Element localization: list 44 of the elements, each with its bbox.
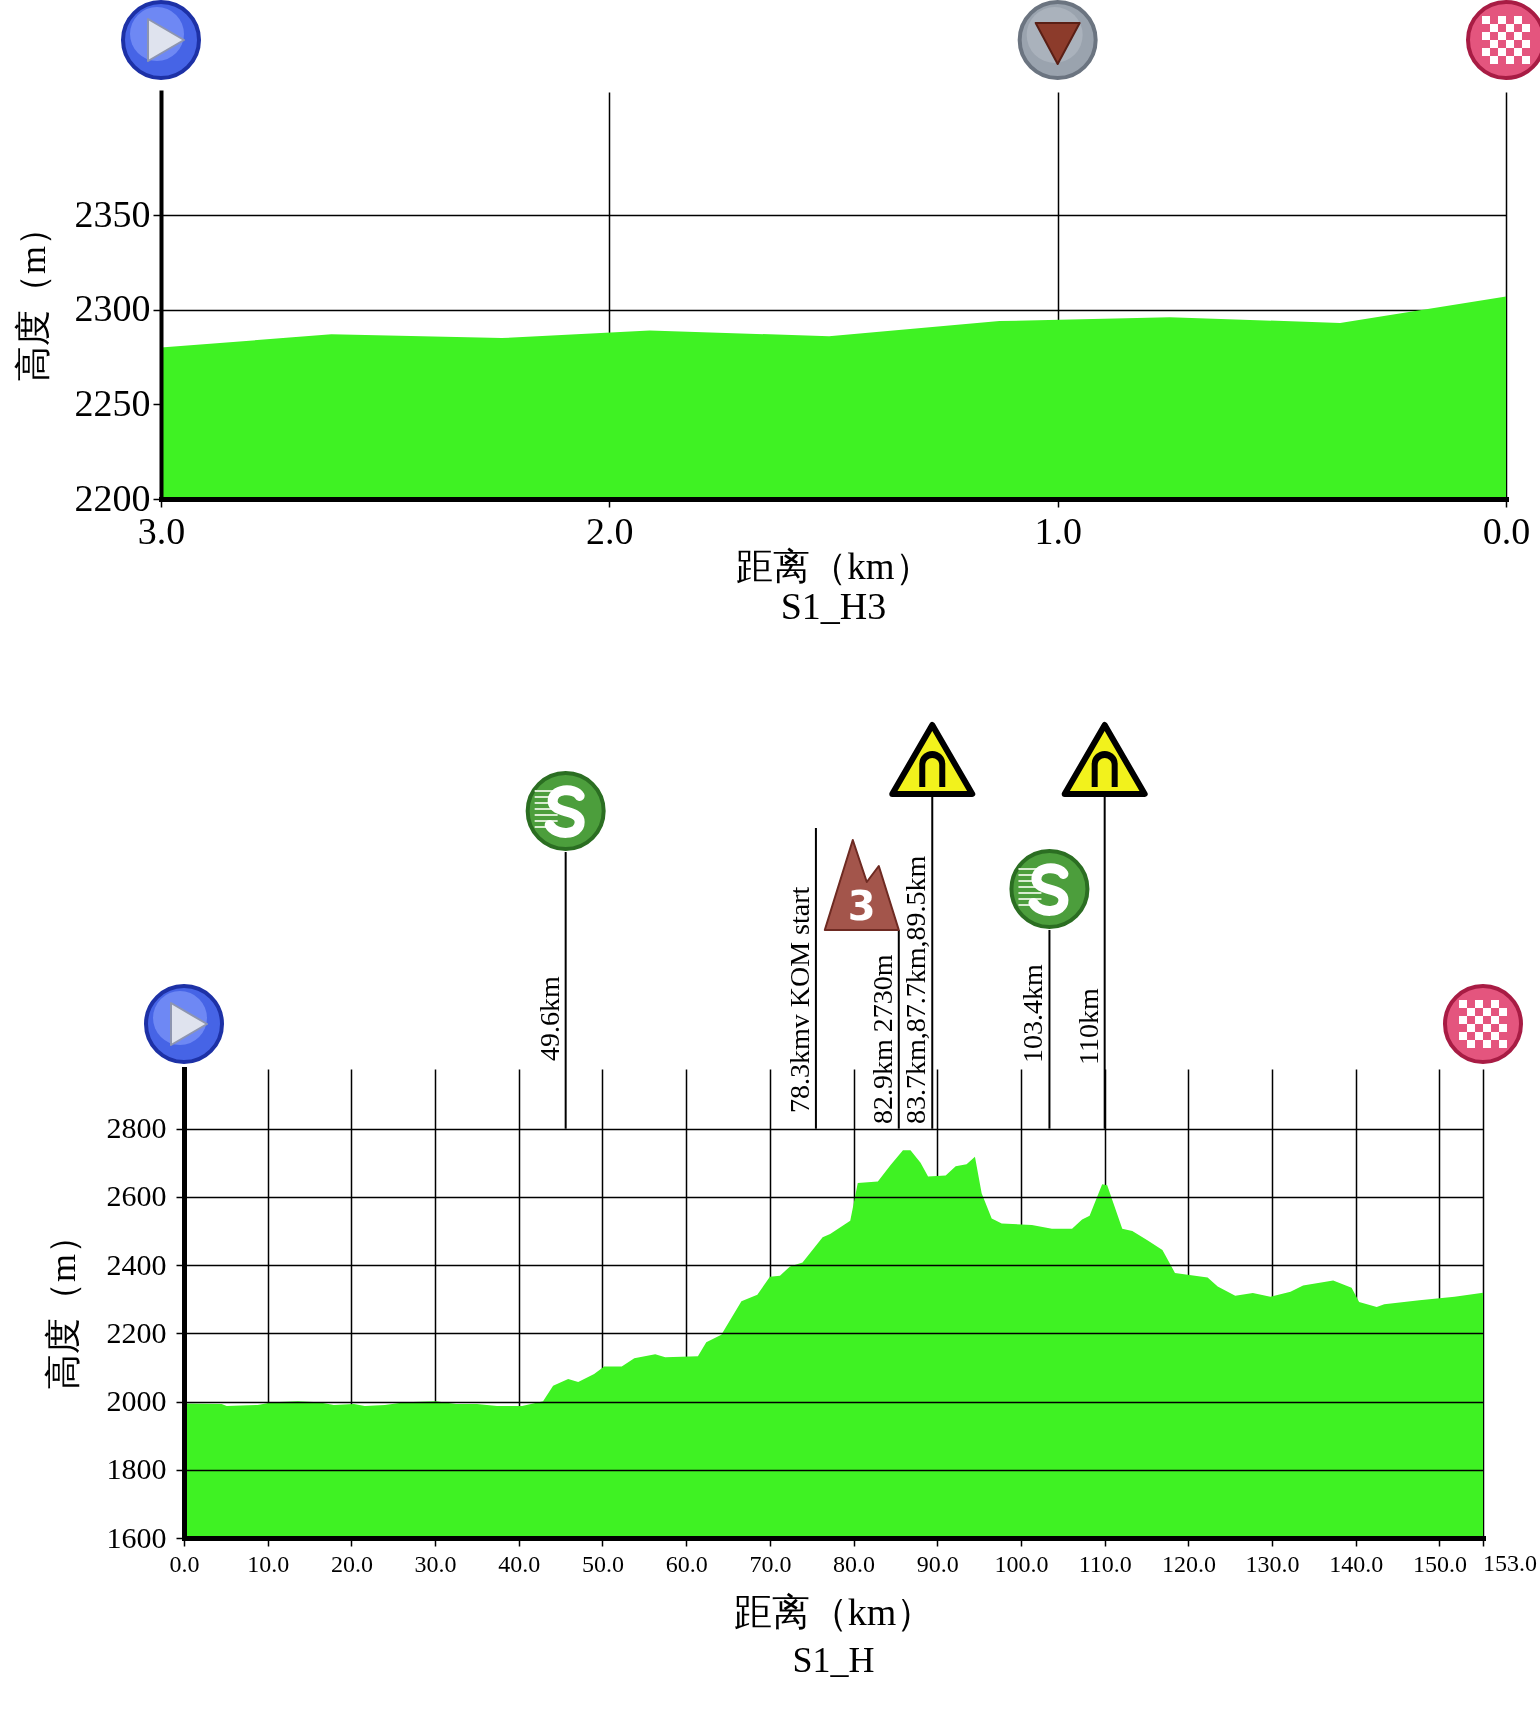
x-tick-label: 140.0 — [1329, 1550, 1384, 1577]
y-tick-label: 2350 — [74, 192, 151, 235]
x-tick-label: 50.0 — [581, 1550, 624, 1577]
x-tick-label: 100.0 — [994, 1550, 1049, 1577]
x-tick-label: 20.0 — [330, 1550, 373, 1577]
text: S1_H — [792, 1640, 875, 1680]
x-tick-label: 1.0 — [1034, 509, 1082, 552]
x-tick-label: 130.0 — [1245, 1550, 1300, 1577]
x-tick-label: 0.0 — [1482, 509, 1531, 552]
y-tick-label: 2200 — [106, 1315, 167, 1349]
x-tick-label: 40.0 — [498, 1550, 541, 1577]
y-tick-label: 2600 — [106, 1179, 167, 1213]
ref-line-label: 49.6km — [533, 976, 565, 1061]
x-tick-label: 90.0 — [916, 1550, 959, 1577]
y-tick-label: 2000 — [106, 1384, 167, 1418]
x-tick-label: 60.0 — [665, 1550, 708, 1577]
x-axis-title: 距离（km） — [733, 1590, 935, 1633]
y-axis-title: 高度（m） — [42, 1217, 83, 1391]
text: S1_H3 — [780, 585, 887, 627]
x-tick-label: 120.0 — [1161, 1550, 1216, 1577]
x-tick-label: 30.0 — [414, 1550, 457, 1577]
x-tick-label: 110.0 — [1078, 1550, 1132, 1577]
text: 153.0 — [1483, 1550, 1537, 1576]
x-tick-label: 2.0 — [586, 509, 634, 552]
y-tick-label: 2200 — [74, 476, 151, 519]
text: 3 — [847, 883, 876, 929]
ref-line-label: 83.7km,87.7km,89.5km — [900, 855, 932, 1124]
x-axis-title: 距离（km） — [736, 545, 932, 587]
y-axis-title: 高度（m） — [12, 209, 53, 383]
y-tick-label: 1800 — [106, 1452, 167, 1486]
y-tick-label: 2300 — [74, 287, 151, 330]
ref-line-label: 103.4km — [1017, 964, 1049, 1063]
y-tick-label: 2800 — [106, 1111, 167, 1145]
x-tick-label: 0.0 — [169, 1550, 200, 1577]
ref-line-label: 78.3kmv KOM start — [783, 886, 815, 1113]
y-tick-label: 2250 — [74, 381, 151, 424]
x-tick-label: 10.0 — [247, 1550, 290, 1577]
ref-line-label: 82.9km 2730m — [866, 954, 898, 1124]
x-tick-label: 80.0 — [833, 1550, 876, 1577]
x-tick-label: 70.0 — [749, 1550, 792, 1577]
x-tick-label: 150.0 — [1412, 1550, 1467, 1577]
y-tick-label: 1600 — [106, 1520, 167, 1554]
y-tick-label: 2400 — [106, 1247, 167, 1281]
ref-line-label: 110km — [1072, 988, 1104, 1065]
